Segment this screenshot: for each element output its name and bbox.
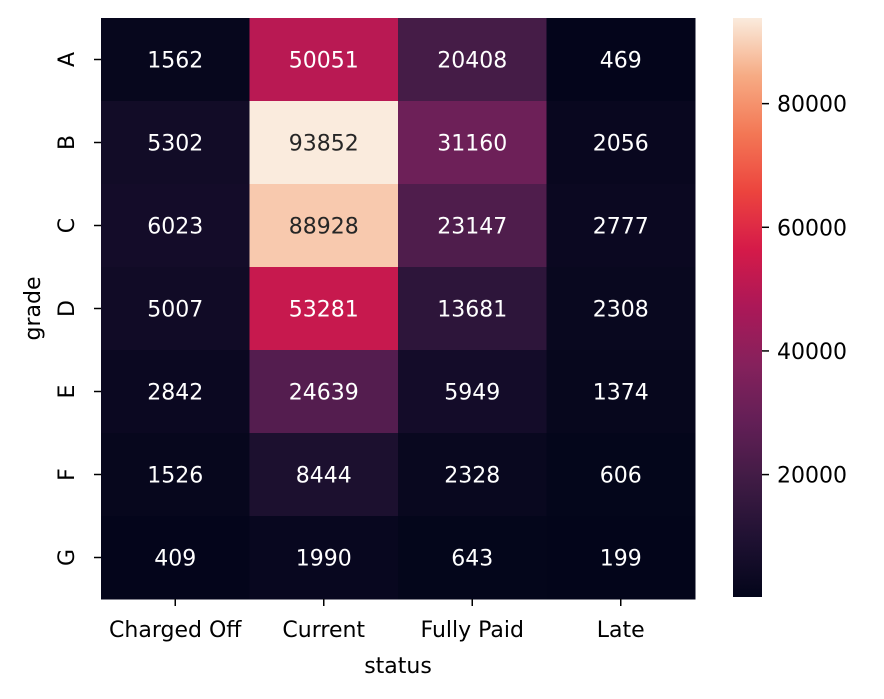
cell-value-label: 5949 bbox=[444, 381, 500, 406]
cell-value-label: 8444 bbox=[296, 464, 352, 489]
heatmap-cell bbox=[546, 101, 696, 185]
cell-value-label: 53281 bbox=[289, 298, 359, 323]
heatmap-cell bbox=[546, 184, 696, 268]
heatmap-cell bbox=[101, 433, 250, 517]
cell-value-label: 1990 bbox=[296, 547, 352, 572]
x-axis-label: status bbox=[364, 654, 432, 679]
y-axis-ticks: A B C D E F G bbox=[55, 52, 101, 566]
cell-value-label: 6023 bbox=[147, 215, 203, 240]
cell-value-label: 1526 bbox=[147, 464, 203, 489]
heatmap-cell bbox=[249, 101, 399, 185]
heatmap-cell bbox=[398, 18, 547, 102]
heatmap-cell bbox=[249, 350, 399, 434]
cell-value-label: 31160 bbox=[437, 132, 507, 157]
heatmap-cell bbox=[101, 267, 250, 351]
heatmap-cell bbox=[101, 18, 250, 102]
colorbar-ticks: 20000 40000 60000 80000 bbox=[762, 93, 847, 489]
cell-value-label: 20408 bbox=[437, 49, 507, 74]
cell-value-label: 2777 bbox=[593, 215, 649, 240]
colorbar-tick-label: 40000 bbox=[777, 340, 847, 365]
cell-value-label: 199 bbox=[600, 547, 642, 572]
cell-value-label: 1562 bbox=[147, 49, 203, 74]
colorbar-tick-label: 80000 bbox=[777, 93, 847, 118]
cell-value-label: 469 bbox=[600, 49, 642, 74]
heatmap-cells: 1562 50051 20408 469 5302 93852 31160 2056 6023 8… bbox=[101, 18, 696, 600]
x-tick-label: Charged Off bbox=[109, 618, 242, 643]
x-axis-ticks: Charged Off Current Fully Paid Late bbox=[109, 599, 645, 643]
heatmap-cell bbox=[249, 267, 399, 351]
heatmap-cell bbox=[546, 267, 696, 351]
y-tick-label: A bbox=[55, 52, 80, 67]
cell-value-label: 5007 bbox=[147, 298, 203, 323]
cell-value-label: 50051 bbox=[289, 49, 359, 74]
heatmap-cell bbox=[249, 184, 399, 268]
y-tick-label: C bbox=[55, 218, 80, 233]
cell-value-label: 606 bbox=[600, 464, 642, 489]
heatmap-cell bbox=[546, 516, 696, 600]
colorbar-tick-label: 60000 bbox=[777, 216, 847, 241]
heatmap-cell bbox=[546, 18, 696, 102]
cell-value-label: 23147 bbox=[437, 215, 507, 240]
heatmap-cell bbox=[101, 350, 250, 434]
cell-value-label: 2842 bbox=[147, 381, 203, 406]
heatmap-cell bbox=[249, 18, 399, 102]
heatmap-cell bbox=[398, 350, 547, 434]
colorbar-tick-label: 20000 bbox=[777, 464, 847, 489]
cell-value-label: 88928 bbox=[289, 215, 359, 240]
heatmap-cell bbox=[101, 101, 250, 185]
x-tick-label: Fully Paid bbox=[421, 618, 524, 643]
heatmap-cell bbox=[546, 350, 696, 434]
cell-value-label: 93852 bbox=[289, 132, 359, 157]
heatmap-cell bbox=[398, 516, 547, 600]
heatmap-cell bbox=[101, 516, 250, 600]
heatmap-cell bbox=[546, 433, 696, 517]
heatmap-cell bbox=[398, 433, 547, 517]
heatmap-cell bbox=[101, 184, 250, 268]
cell-value-label: 5302 bbox=[147, 132, 203, 157]
cell-value-label: 24639 bbox=[289, 381, 359, 406]
cell-value-label: 2328 bbox=[444, 464, 500, 489]
y-tick-label: B bbox=[55, 135, 80, 150]
heatmap-cell bbox=[398, 184, 547, 268]
cell-value-label: 1374 bbox=[593, 381, 649, 406]
y-tick-label: F bbox=[55, 468, 80, 481]
x-tick-label: Current bbox=[282, 618, 365, 643]
cell-value-label: 2056 bbox=[593, 132, 649, 157]
y-tick-label: D bbox=[55, 300, 80, 317]
heatmap-cell bbox=[249, 433, 399, 517]
y-tick-label: G bbox=[55, 549, 80, 566]
y-tick-label: E bbox=[55, 385, 80, 399]
cell-value-label: 13681 bbox=[437, 298, 507, 323]
x-tick-label: Late bbox=[597, 618, 645, 643]
colorbar bbox=[733, 18, 762, 597]
cell-value-label: 643 bbox=[451, 547, 493, 572]
heatmap-cell bbox=[398, 267, 547, 351]
heatmap-cell bbox=[398, 101, 547, 185]
cell-value-label: 409 bbox=[154, 547, 196, 572]
heatmap-cell bbox=[249, 516, 399, 600]
y-axis-label: grade bbox=[21, 277, 46, 341]
cell-value-label: 2308 bbox=[593, 298, 649, 323]
